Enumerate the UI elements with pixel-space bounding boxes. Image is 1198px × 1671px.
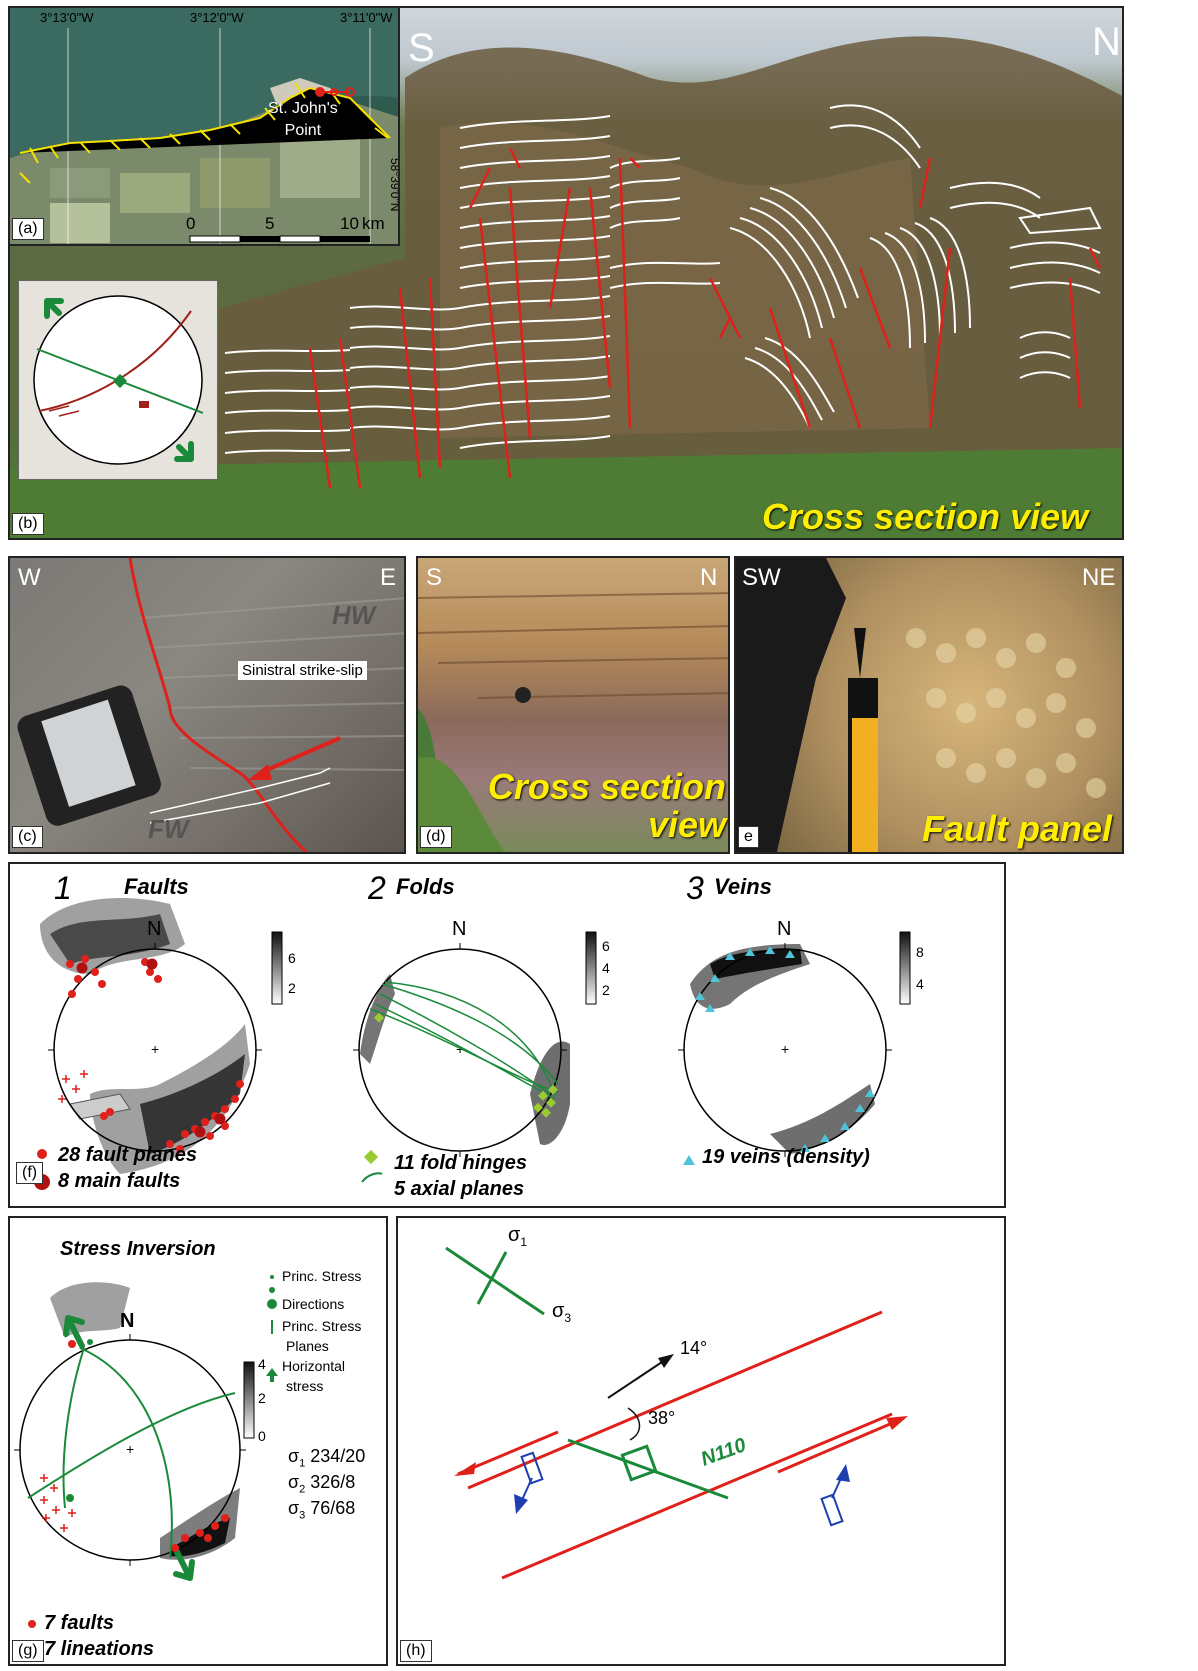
legend-main-faults: 8 main faults	[58, 1170, 181, 1192]
map-svg	[10, 8, 398, 244]
folds-scale-6: 6	[602, 938, 610, 954]
folds-north: N	[452, 918, 467, 940]
key-stress-directions-1: Princ. Stress	[282, 1268, 362, 1284]
panel-a-map: 3°13'0"W 3°12'0"W 3°11'0"W St. John's Po…	[8, 6, 400, 246]
angle-14-label: 14°	[680, 1338, 708, 1358]
map-place-name: St. John's Point	[268, 100, 338, 139]
sigma3-value: σ3 76/68	[288, 1498, 356, 1522]
stress-scale-0: 0	[258, 1428, 266, 1444]
legend-7-lineations: 7 lineations	[44, 1638, 155, 1660]
panel-f-label: (f)	[16, 1162, 44, 1184]
panel-g-svg: +	[14, 1275, 278, 1655]
panel-h-schematic: σ1 σ3 14° 38° N110 (h)	[396, 1216, 1006, 1666]
legend-axial-planes: 5 axial planes	[394, 1178, 525, 1200]
panel-a-label: (a)	[12, 218, 44, 240]
veins-scale-4: 4	[916, 976, 924, 992]
key-stress-planes-1: Princ. Stress	[282, 1318, 362, 1334]
direction-label-sw: SW	[742, 564, 781, 591]
direction-label-west: W	[18, 564, 41, 591]
map-coord-1: 3°13'0"W	[40, 10, 94, 25]
stereonet-veins: +	[678, 943, 892, 1157]
stress-north: N	[120, 1310, 135, 1332]
map-scale-10: 10	[340, 214, 359, 233]
sigma2-value: σ2 326/8	[288, 1472, 356, 1496]
stress-scale-2: 2	[258, 1390, 266, 1406]
sigma1-label: σ1	[508, 1224, 528, 1249]
veins-scale-8: 8	[916, 944, 924, 960]
faults-scale-2: 2	[288, 980, 296, 996]
veins-north: N	[777, 918, 792, 940]
veins-title: Veins	[714, 874, 772, 899]
direction-label-north: N	[1092, 20, 1121, 64]
sigma1-value: σ1 234/20	[288, 1446, 366, 1470]
cross-section-caption: Cross section view	[762, 496, 1089, 537]
folds-scale-4: 4	[602, 960, 610, 976]
sinistral-note: Sinistral strike-slip	[238, 661, 367, 680]
map-scale-unit: km	[362, 214, 385, 233]
map-latitude: 58°39'0"N	[388, 158, 400, 212]
direction-label-south-d: S	[426, 564, 443, 591]
legend-7-faults: 7 faults	[44, 1612, 115, 1634]
panel-c-photo: W E HW FW Sinistral strike-slip (c)	[8, 556, 406, 854]
panel-h-svg	[445, 1246, 908, 1580]
panel-b-stereonet	[18, 280, 218, 480]
folds-title: Folds	[396, 874, 455, 899]
map-scale-0: 0	[186, 214, 196, 233]
panel-f-svg: +	[34, 898, 911, 1190]
map-coord-3: 3°11'0"W	[340, 10, 393, 25]
panel-h-label: (h)	[400, 1640, 432, 1662]
faults-north: N	[147, 918, 162, 940]
direction-label-south: S	[408, 26, 435, 70]
panel-d-label: (d)	[420, 826, 452, 848]
hanging-wall-label: HW	[332, 600, 376, 630]
panel-e-svg	[736, 558, 1106, 852]
faults-title: Faults	[124, 874, 189, 899]
outcrop-interpretation	[10, 36, 1122, 538]
panel-e-label: e	[738, 826, 759, 848]
angle-38-label: 38°	[648, 1408, 676, 1428]
veins-number: 3	[686, 870, 704, 906]
panel-g-label: (g)	[12, 1640, 44, 1662]
stress-scale-4: 4	[258, 1356, 266, 1372]
folds-number: 2	[368, 870, 386, 906]
svg-text:+: +	[781, 1041, 789, 1057]
panel-c-svg	[17, 558, 404, 852]
cross-section-caption-d: Cross section view	[487, 766, 726, 845]
key-horizontal-stress-1: Horizontal	[282, 1358, 346, 1374]
panel-b-label: (b)	[12, 513, 44, 535]
key-stress-directions-2: Directions	[282, 1296, 345, 1312]
svg-text:+: +	[126, 1441, 134, 1457]
legend-fault-planes: 28 fault planes	[58, 1144, 197, 1166]
panel-b-stereonet-svg	[33, 295, 204, 465]
direction-label-east: E	[380, 564, 397, 591]
direction-label-ne: NE	[1082, 564, 1116, 591]
sigma3-label: σ3	[552, 1300, 572, 1325]
stress-title: Stress Inversion	[60, 1238, 216, 1260]
faults-number: 1	[54, 870, 72, 906]
key-stress-planes-2: Planes	[286, 1338, 329, 1354]
fault-panel-caption: Fault panel	[922, 808, 1113, 849]
panel-e-photo: SW NE Fault panel e	[734, 556, 1124, 854]
legend-fold-hinges: 11 fold hinges	[394, 1152, 527, 1174]
key-horizontal-stress-2: stress	[286, 1378, 324, 1394]
direction-label-north-d: N	[700, 564, 718, 591]
legend-veins: 19 veins (density)	[702, 1146, 870, 1168]
panel-g-stress-inversion: + Stress Inversion N 4 2	[8, 1216, 388, 1666]
map-coord-2: 3°12'0"W	[190, 10, 244, 25]
panel-c-label: (c)	[12, 826, 43, 848]
faults-scale-6: 6	[288, 950, 296, 966]
svg-text:+: +	[151, 1041, 159, 1057]
stereonet-faults: +	[40, 898, 262, 1174]
map-scale-5: 5	[265, 214, 275, 233]
footwall-label: FW	[148, 814, 189, 844]
folds-scale-2: 2	[602, 982, 610, 998]
stereonet-folds: +	[353, 943, 570, 1157]
panel-d-photo: S N Cross section view (d)	[416, 556, 730, 854]
panel-f-stereonets: +	[8, 862, 1006, 1208]
